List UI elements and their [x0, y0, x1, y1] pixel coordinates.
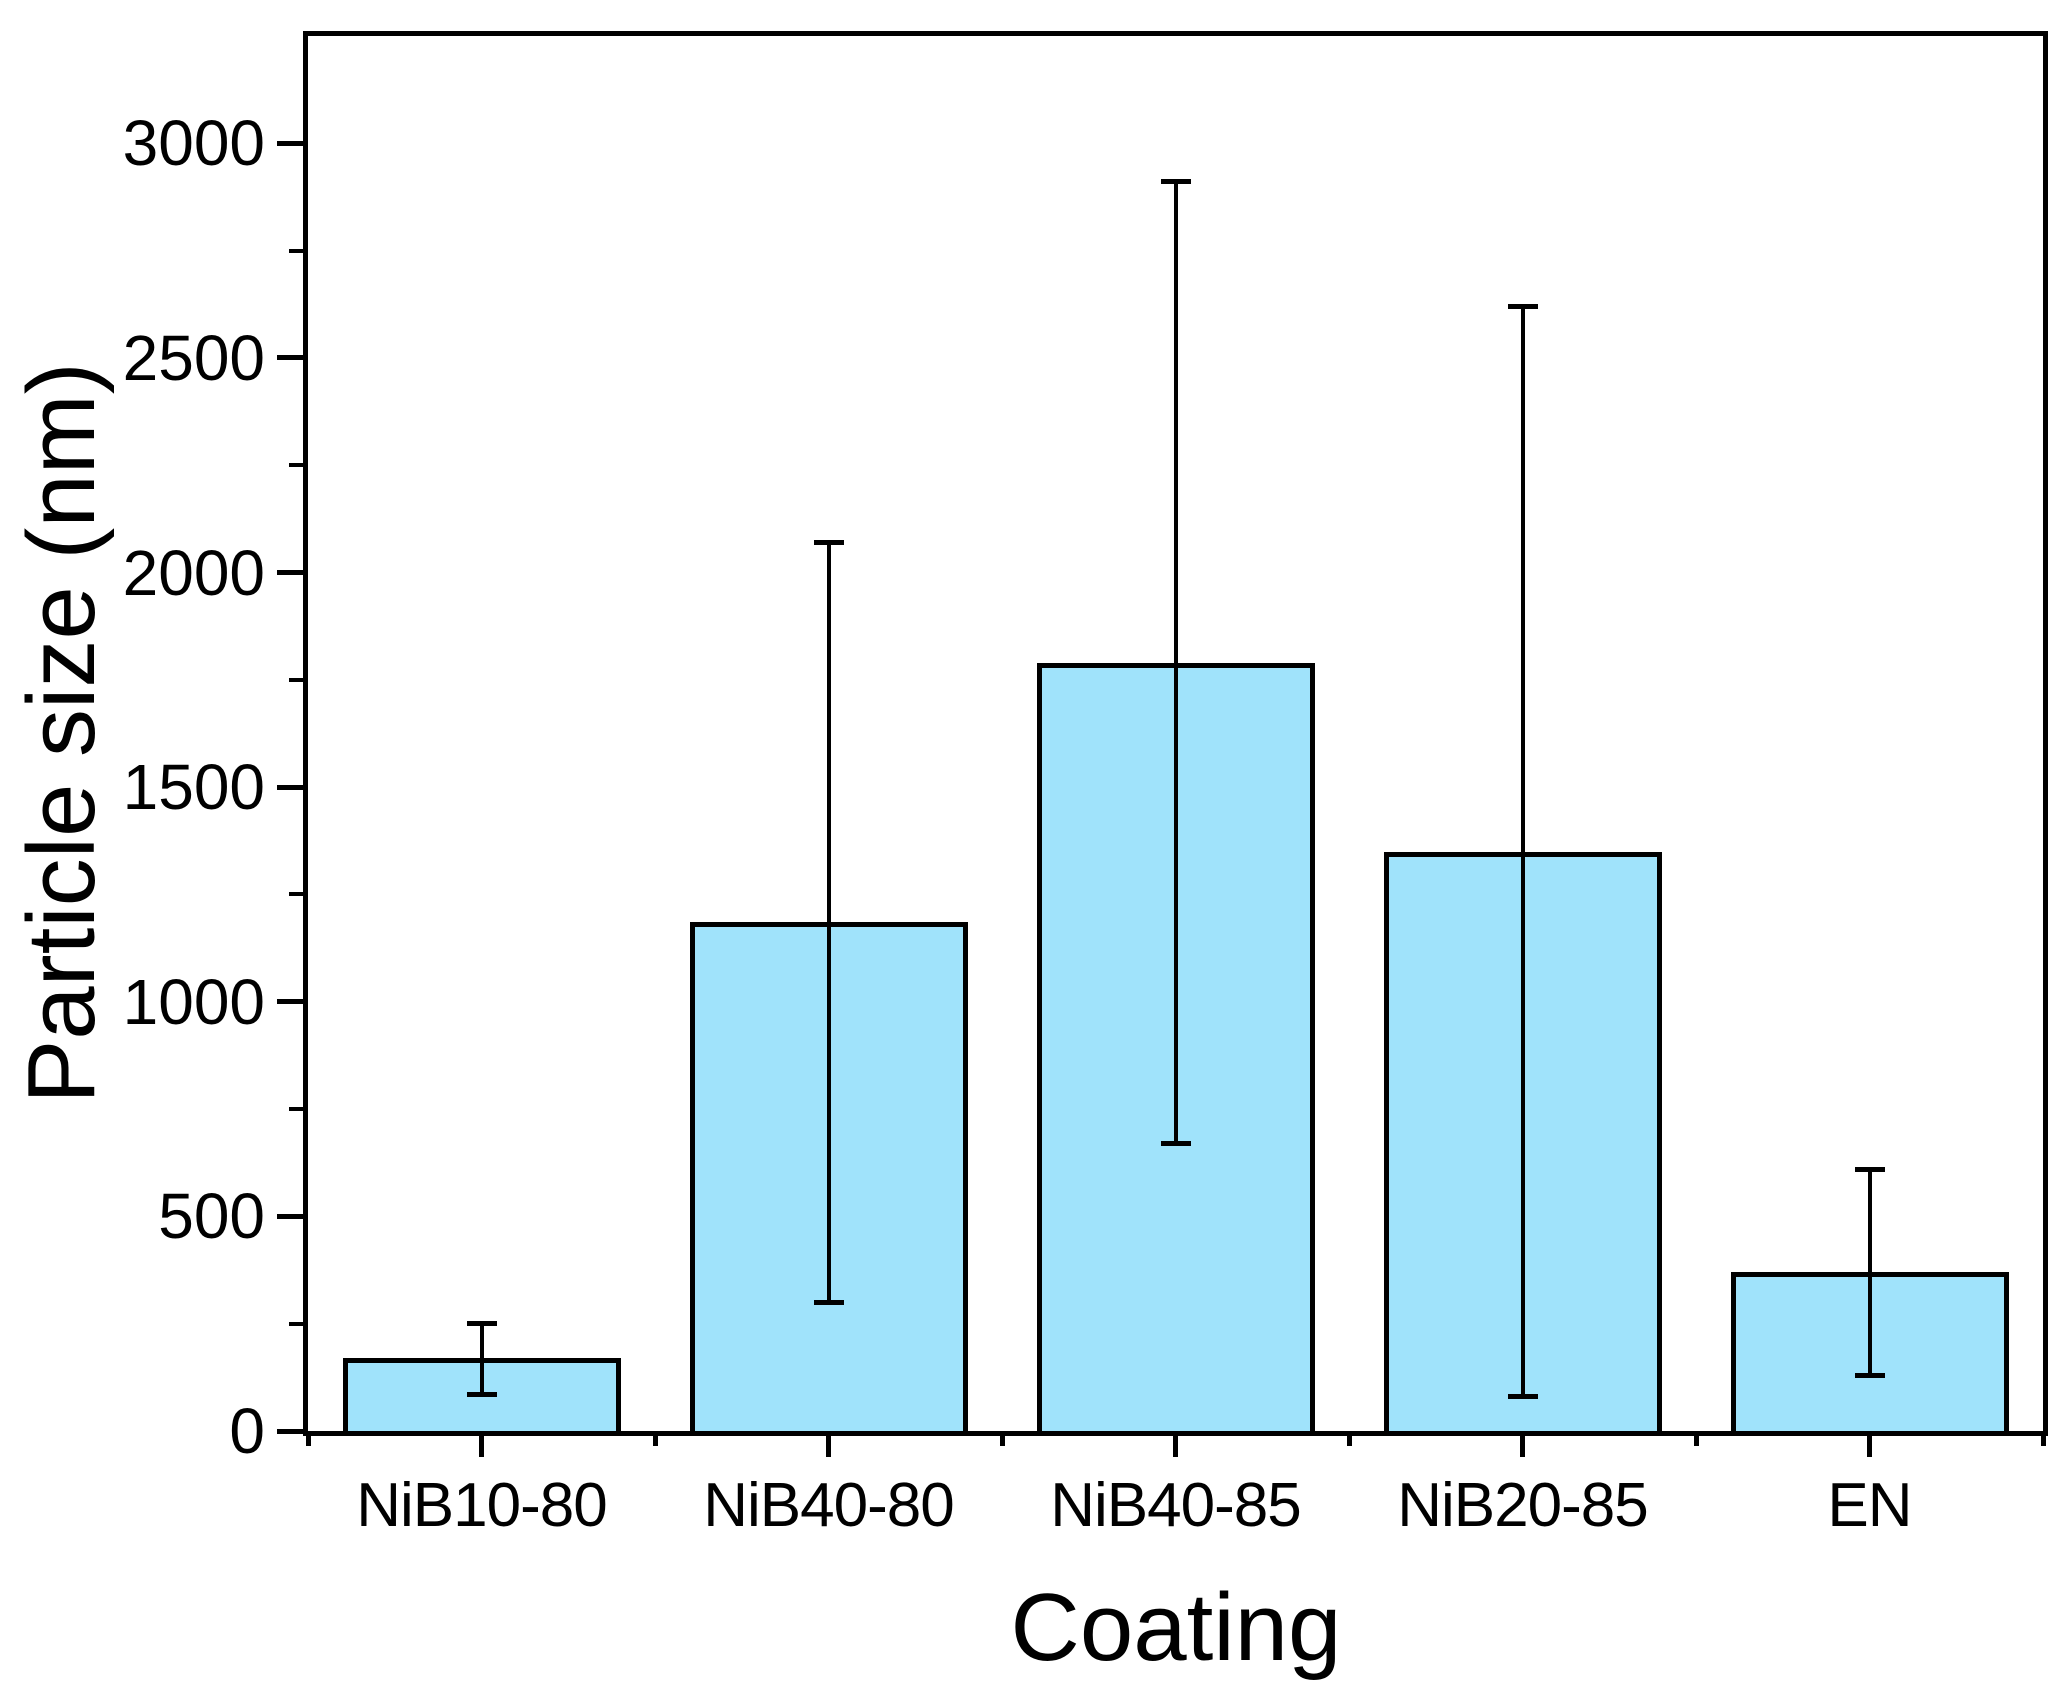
y-minor-tick — [289, 892, 303, 897]
x-axis-title: Coating — [1010, 1574, 1342, 1681]
error-cap-bottom-NiB10-80 — [466, 1392, 497, 1397]
y-minor-tick — [289, 677, 303, 682]
x-tick-label-NiB10-80: NiB10-80 — [356, 1471, 607, 1540]
y-tick-label-1000: 1000 — [122, 965, 265, 1038]
x-minor-tick — [305, 1436, 311, 1446]
x-major-tick — [1520, 1436, 1525, 1457]
y-minor-tick — [289, 248, 303, 253]
error-bar-NiB40-80 — [826, 542, 831, 1303]
x-minor-tick — [999, 1436, 1005, 1446]
error-cap-top-NiB10-80 — [466, 1321, 497, 1327]
error-cap-top-NiB40-85 — [1160, 179, 1191, 185]
error-bar-EN — [1867, 1169, 1872, 1376]
y-major-tick — [277, 355, 303, 361]
y-major-tick — [277, 140, 303, 146]
error-bar-NiB10-80 — [479, 1323, 484, 1395]
x-major-tick — [1867, 1436, 1872, 1457]
x-minor-tick — [2040, 1436, 2046, 1446]
y-minor-tick — [289, 1321, 303, 1326]
y-minor-tick — [289, 463, 303, 468]
y-tick-label-2500: 2500 — [122, 321, 265, 394]
error-cap-top-NiB40-80 — [813, 539, 844, 545]
y-tick-label-500: 500 — [158, 1180, 265, 1253]
error-bar-NiB20-85 — [1520, 306, 1525, 1397]
y-major-tick — [277, 1428, 303, 1434]
x-major-tick — [1173, 1436, 1178, 1457]
plot-area — [277, 31, 2048, 1436]
x-minor-tick — [1346, 1436, 1352, 1446]
error-cap-bottom-EN — [1854, 1372, 1885, 1378]
error-cap-bottom-NiB40-80 — [813, 1299, 844, 1305]
y-major-tick — [277, 784, 303, 790]
error-cap-bottom-NiB20-85 — [1507, 1394, 1538, 1400]
y-tick-label-3000: 3000 — [122, 107, 265, 180]
x-tick-label-NiB20-85: NiB20-85 — [1397, 1471, 1648, 1540]
y-tick-label-1500: 1500 — [122, 751, 265, 824]
y-tick-label-0: 0 — [229, 1395, 265, 1467]
error-bar-NiB40-85 — [1173, 181, 1178, 1144]
x-major-tick — [826, 1436, 831, 1457]
error-cap-top-EN — [1854, 1166, 1885, 1172]
x-major-tick — [479, 1436, 484, 1457]
x-tick-label-NiB40-80: NiB40-80 — [703, 1471, 954, 1540]
y-major-tick — [277, 1213, 303, 1219]
y-tick-label-2000: 2000 — [122, 536, 265, 609]
y-minor-tick — [289, 1107, 303, 1112]
y-major-tick — [277, 570, 303, 576]
x-tick-label-EN: EN — [1827, 1471, 1912, 1540]
x-minor-tick — [652, 1436, 658, 1446]
error-cap-bottom-NiB40-85 — [1160, 1140, 1191, 1146]
x-tick-label-NiB40-85: NiB40-85 — [1050, 1471, 1301, 1540]
error-cap-top-NiB20-85 — [1507, 303, 1538, 309]
x-minor-tick — [1693, 1436, 1699, 1446]
y-major-tick — [277, 999, 303, 1005]
